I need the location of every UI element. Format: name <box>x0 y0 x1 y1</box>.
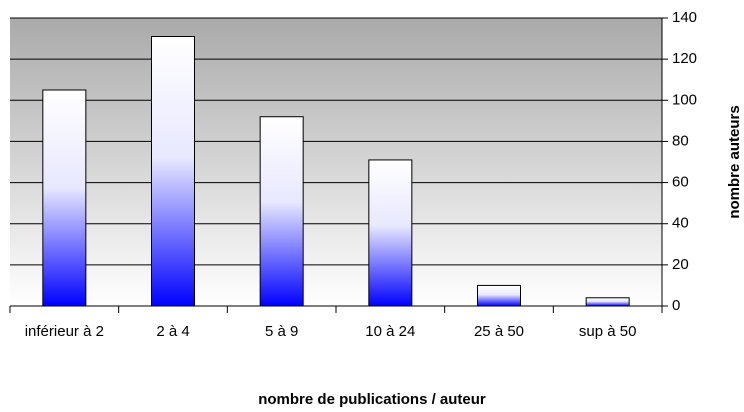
x-tick-label: 10 à 24 <box>365 323 416 340</box>
x-tick-label: sup à 50 <box>578 323 637 340</box>
plot-area <box>10 18 662 306</box>
x-tick-label: 2 à 4 <box>156 323 190 340</box>
y-tick-label: 120 <box>672 50 697 67</box>
bar <box>585 297 630 307</box>
bar <box>151 36 195 307</box>
y-tick-label: 40 <box>672 215 689 232</box>
x-tick-label: 25 à 50 <box>473 323 525 340</box>
bar <box>42 89 87 307</box>
bar <box>259 116 304 307</box>
y-tick-label: 0 <box>672 297 680 314</box>
y-tick-label: 60 <box>672 174 689 191</box>
y-tick-label: 80 <box>672 132 689 149</box>
y-tick-label: 20 <box>672 256 689 273</box>
bar <box>368 159 413 307</box>
x-tick-label: 5 à 9 <box>264 323 299 340</box>
y-axis-title: nombre auteurs <box>726 105 743 218</box>
x-axis-title: nombre de publications / auteur <box>258 391 486 408</box>
y-tick-label: 140 <box>672 9 697 26</box>
y-tick-label: 100 <box>672 91 697 108</box>
x-tick-label: inférieur à 2 <box>24 323 104 340</box>
bar <box>477 284 521 307</box>
